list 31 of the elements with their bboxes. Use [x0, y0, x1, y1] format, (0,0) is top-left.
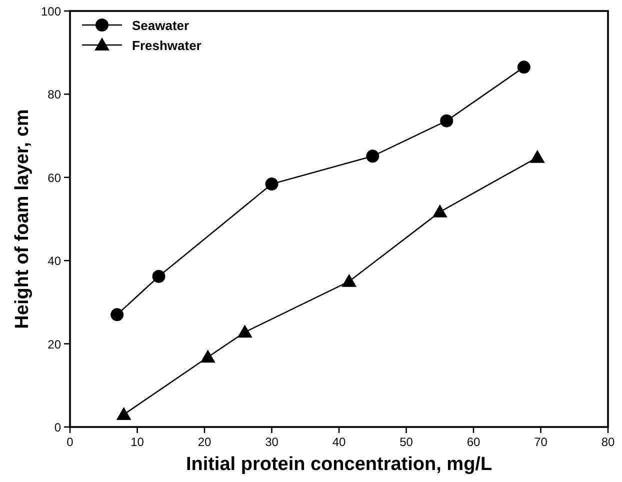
y-tick-label: 80: [48, 88, 62, 102]
legend-label: Seawater: [132, 18, 190, 33]
y-axis-title: Height of foam layer, cm: [12, 109, 33, 329]
point: [237, 324, 252, 338]
point: [366, 150, 380, 163]
x-axis-title: Initial protein concentration, mg/L: [186, 454, 492, 475]
y-tick-label: 0: [54, 420, 62, 434]
point: [342, 274, 357, 287]
point: [530, 150, 545, 163]
x-tick-label: 30: [265, 435, 279, 449]
y-tick-label: 40: [48, 254, 62, 268]
x-tick-label: 70: [534, 435, 548, 449]
y-tick-label: 20: [48, 337, 62, 352]
y-tick-label: 60: [48, 170, 62, 185]
x-tick-label: 20: [198, 435, 212, 449]
x-tick-label: 10: [130, 435, 144, 449]
point: [200, 350, 216, 363]
y-tick-label: 100: [40, 4, 62, 18]
x-tick-label: 50: [400, 435, 414, 449]
point: [152, 270, 166, 283]
x-tick-label: 60: [466, 435, 480, 449]
point: [440, 114, 454, 128]
point: [517, 60, 530, 74]
x-tick-label: 80: [601, 435, 615, 449]
x-tick-label: 0: [66, 435, 74, 449]
point: [432, 204, 448, 218]
point: [116, 407, 132, 420]
point: [265, 178, 278, 191]
legend-label: Freshwater: [132, 38, 202, 53]
x-tick-label: 40: [332, 435, 346, 449]
point: [110, 308, 124, 322]
